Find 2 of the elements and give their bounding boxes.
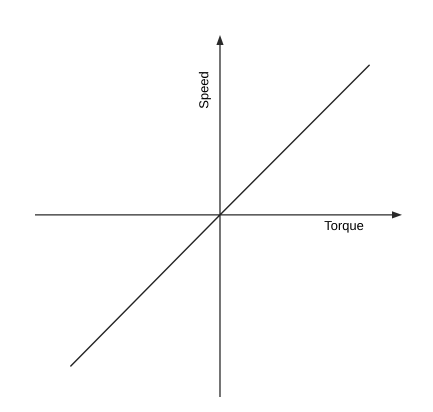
x-axis-title: Torque [324, 221, 364, 233]
y-axis-title: Speed [198, 72, 211, 108]
